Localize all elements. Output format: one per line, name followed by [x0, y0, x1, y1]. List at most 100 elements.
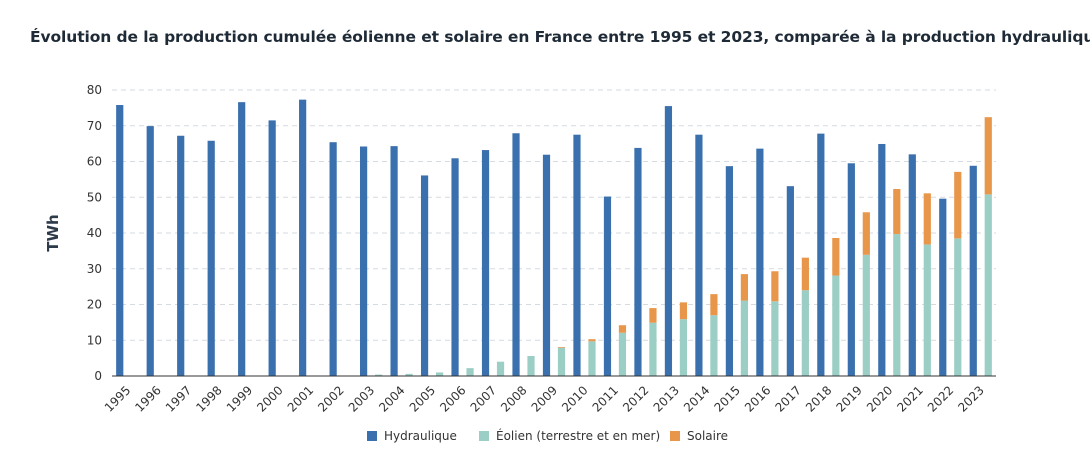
bar-hydraulique — [390, 146, 398, 376]
bar-hydraulique — [268, 120, 276, 376]
bar-hydraulique — [420, 175, 429, 376]
bar-solaire — [588, 339, 596, 342]
bar-hydraulique — [451, 158, 459, 376]
bars — [116, 99, 992, 377]
x-tick-label: 2015 — [712, 383, 743, 414]
legend-label: Hydraulique — [384, 429, 457, 443]
bar-eolien — [984, 194, 992, 376]
bar-hydraulique — [908, 154, 916, 376]
x-tick-label: 2018 — [803, 383, 834, 414]
bar-solaire — [984, 117, 992, 195]
y-tick-label: 20 — [87, 298, 102, 312]
grid — [112, 89, 996, 341]
bar-eolien — [801, 290, 809, 376]
x-tick-label: 2023 — [955, 383, 986, 414]
y-axis: 0 10 20 30 40 50 60 70 80 — [87, 83, 102, 383]
bar-eolien — [557, 347, 566, 376]
legend: Hydraulique Éolien (terrestre et en mer) S… — [367, 428, 728, 443]
x-tick-label: 2014 — [681, 383, 712, 414]
legend-swatch — [670, 431, 680, 441]
bar-eolien — [923, 244, 931, 376]
bar-hydraulique — [573, 134, 581, 376]
bar-hydraulique — [207, 140, 215, 376]
bar-hydraulique — [847, 163, 855, 376]
legend-label: Éolien (terrestre et en mer) — [496, 428, 660, 443]
bar-solaire — [801, 257, 809, 291]
y-tick-label: 50 — [87, 190, 102, 204]
x-tick-label: 2008 — [498, 383, 529, 414]
y-tick-label: 40 — [87, 226, 102, 240]
x-tick-label: 2005 — [407, 383, 438, 414]
y-tick-label: 70 — [87, 119, 102, 133]
bar-eolien — [710, 315, 718, 376]
bar-hydraulique — [146, 126, 154, 376]
bar-solaire — [740, 274, 748, 301]
bar-eolien — [954, 238, 962, 376]
bar-hydraulique — [238, 102, 246, 376]
bar-hydraulique — [329, 142, 337, 376]
bar-eolien — [862, 254, 870, 376]
chart-title: Évolution de la production cumulée éolie… — [30, 28, 1090, 46]
x-tick-label: 1996 — [132, 383, 163, 414]
bar-eolien — [893, 234, 901, 376]
x-tick-label: 2003 — [346, 383, 377, 414]
bar-solaire — [710, 294, 718, 316]
bar-solaire — [832, 238, 840, 276]
x-tick-label: 2010 — [559, 383, 590, 414]
bar-solaire — [679, 302, 688, 320]
bar-solaire — [862, 212, 870, 255]
bar-hydraulique — [542, 154, 551, 376]
legend-label: Solaire — [687, 429, 728, 443]
x-tick-label: 2007 — [468, 383, 499, 414]
bar-hydraulique — [116, 105, 124, 376]
x-tick-label: 2011 — [590, 383, 621, 414]
bar-hydraulique — [603, 196, 612, 376]
x-tick-label: 2019 — [833, 383, 864, 414]
bar-eolien — [527, 355, 535, 376]
bar-eolien — [588, 341, 596, 376]
bar-solaire — [557, 347, 566, 348]
y-tick-label: 0 — [94, 369, 102, 383]
y-tick-label: 80 — [87, 83, 102, 97]
bar-hydraulique — [177, 135, 185, 376]
bar-hydraulique — [360, 146, 368, 376]
bar-hydraulique — [481, 150, 490, 376]
x-tick-label: 2021 — [894, 383, 925, 414]
bar-eolien — [496, 361, 505, 376]
legend-swatch — [479, 431, 489, 441]
bar-hydraulique — [634, 147, 642, 376]
bar-eolien — [435, 372, 444, 376]
bar-hydraulique — [817, 133, 825, 376]
x-tick-label: 2009 — [529, 383, 560, 414]
bar-eolien — [375, 374, 383, 376]
bar-eolien — [740, 300, 748, 376]
y-axis-label: TWh — [44, 214, 62, 251]
y-tick-label: 30 — [87, 262, 102, 276]
x-tick-label: 2016 — [742, 383, 773, 414]
x-tick-label: 2006 — [437, 383, 468, 414]
bar-eolien — [832, 275, 840, 376]
bar-solaire — [771, 271, 779, 302]
bar-solaire — [954, 171, 962, 239]
bar-eolien — [649, 322, 657, 376]
x-tick-label: 1999 — [224, 383, 255, 414]
x-tick-label: 2017 — [772, 383, 803, 414]
bar-solaire — [923, 193, 931, 245]
x-tick-label: 2022 — [925, 383, 956, 414]
x-tick-label: 2020 — [864, 383, 895, 414]
bar-hydraulique — [786, 186, 794, 376]
legend-swatch — [367, 431, 377, 441]
bar-hydraulique — [512, 133, 520, 376]
x-tick-label: 2013 — [651, 383, 682, 414]
bar-hydraulique — [756, 148, 764, 376]
bar-hydraulique — [878, 143, 886, 376]
x-tick-label: 1995 — [102, 383, 133, 414]
y-tick-label: 10 — [87, 333, 102, 347]
bar-hydraulique — [695, 134, 703, 376]
bar-eolien — [466, 368, 474, 376]
x-tick-label: 2000 — [254, 383, 285, 414]
bar-hydraulique — [299, 99, 307, 376]
bar-solaire — [649, 308, 657, 323]
bar-hydraulique — [725, 166, 733, 376]
